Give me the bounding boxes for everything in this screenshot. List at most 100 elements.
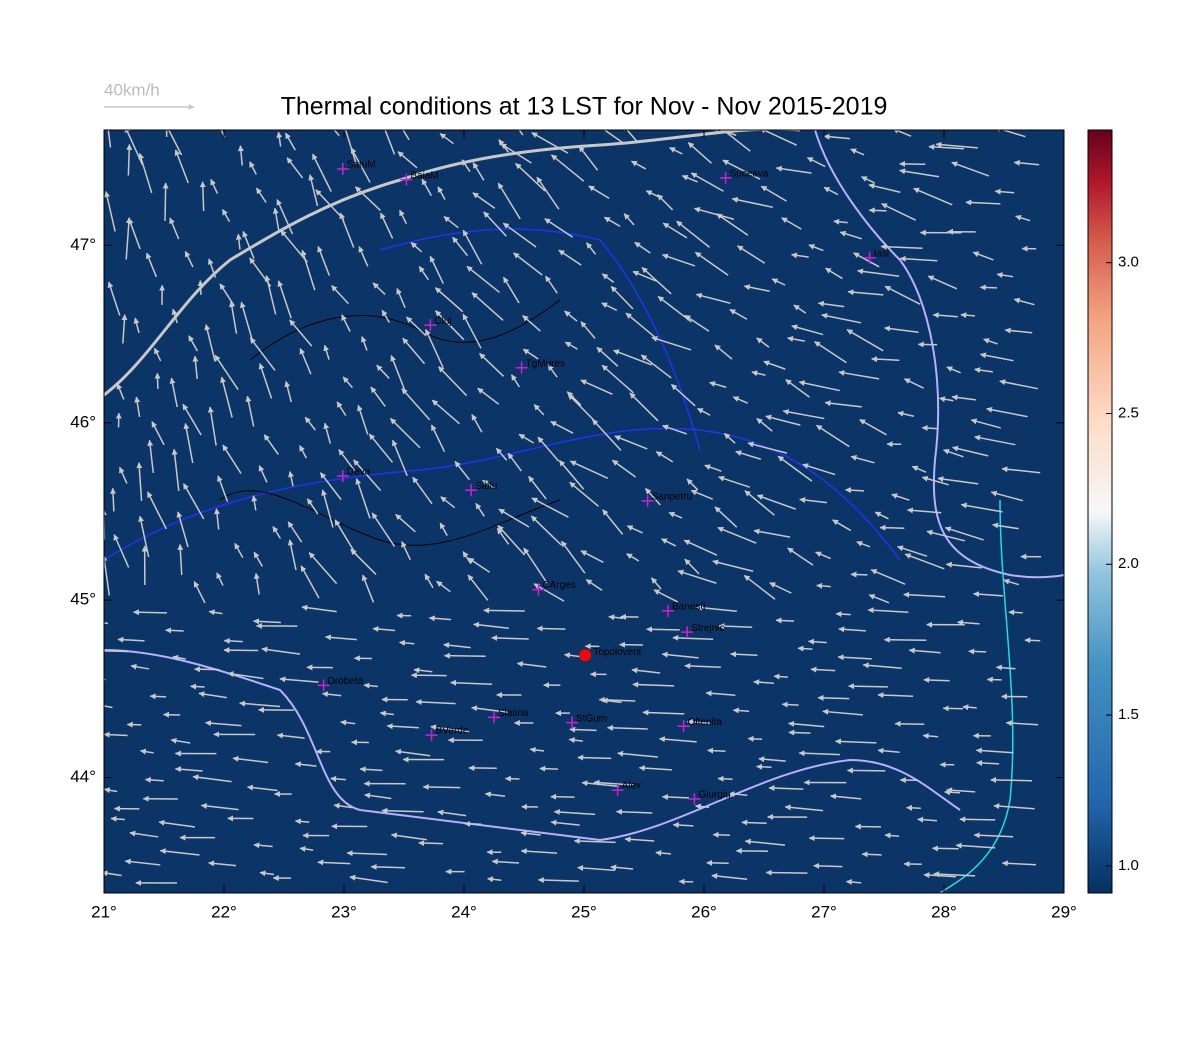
wind-arrow <box>438 366 468 397</box>
wind-arrow <box>880 243 923 250</box>
city-label: Iasi <box>874 248 890 259</box>
city-marker <box>662 604 674 617</box>
colorbar-tick-label: 3.0 <box>1118 254 1139 271</box>
city-marker <box>336 163 349 176</box>
city-marker <box>488 711 500 724</box>
wind-arrow <box>859 418 887 436</box>
wind-arrow <box>500 143 532 164</box>
wind-arrow <box>686 719 711 726</box>
wind-arrow <box>626 553 640 562</box>
wind-arrow <box>162 182 169 221</box>
wind-arrow <box>577 754 612 761</box>
wind-arrow <box>908 647 941 654</box>
wind-arrow <box>951 394 976 401</box>
border <box>104 130 800 397</box>
wind-arrow <box>732 396 748 404</box>
wind-arrow <box>104 787 118 794</box>
wind-arrow <box>823 186 839 196</box>
wind-arrow <box>471 292 504 321</box>
wind-arrow <box>429 255 444 284</box>
wind-arrow <box>684 314 710 332</box>
wind-arrow <box>473 621 510 630</box>
wind-arrow <box>771 278 786 286</box>
wind-arrow <box>999 379 1039 390</box>
wind-arrow <box>585 578 603 591</box>
wind-arrow <box>104 191 116 232</box>
wind-arrow <box>704 464 722 472</box>
wind-arrow <box>261 646 301 655</box>
wind-arrow <box>475 502 485 517</box>
x-tick-label: 25° <box>571 902 597 921</box>
wind-arrow <box>690 172 724 192</box>
wind-arrow <box>132 609 168 616</box>
wind-arrow <box>768 785 804 792</box>
wind-arrow <box>735 450 762 460</box>
wind-arrow <box>529 746 545 753</box>
wind-arrow <box>264 274 277 315</box>
wind-arrow <box>276 131 283 147</box>
wind-arrow <box>686 478 699 491</box>
wind-arrow <box>208 860 236 867</box>
wind-arrow <box>655 451 674 463</box>
wind-arrow <box>523 547 548 584</box>
wind-arrow <box>624 836 655 843</box>
border <box>104 649 961 842</box>
river <box>104 427 901 561</box>
wind-arrow <box>174 766 203 773</box>
wind-arrow <box>239 700 281 708</box>
wind-arrow <box>817 694 850 701</box>
wind-arrow <box>513 252 543 276</box>
wind-arrow <box>632 270 657 282</box>
wind-arrow <box>363 682 378 689</box>
city-marker <box>688 792 701 805</box>
wind-arrow <box>653 589 679 603</box>
wind-arrow <box>531 497 569 518</box>
city-label: StGum <box>576 713 607 724</box>
wind-arrow <box>299 347 312 375</box>
wind-arrow <box>434 310 465 341</box>
wind-arrow <box>333 130 340 137</box>
wind-arrow <box>188 335 199 352</box>
city-label: Giurgiu <box>698 790 730 801</box>
wind-arrow <box>189 683 205 690</box>
wind-arrow <box>333 802 353 809</box>
wind-arrow <box>104 870 122 877</box>
wind-arrow <box>239 301 254 343</box>
wind-arrow <box>220 130 226 138</box>
wind-arrow <box>110 815 125 822</box>
wind-arrow <box>439 132 455 145</box>
wind-arrow <box>153 347 162 362</box>
city-label: Sibiu <box>475 481 497 492</box>
wind-arrow <box>995 664 1016 671</box>
wind-arrow <box>723 432 736 444</box>
wind-arrow <box>484 791 506 798</box>
wind-arrow <box>353 459 382 491</box>
wind-arrow <box>381 309 391 323</box>
wind-arrow <box>848 683 888 690</box>
wind-arrow <box>1001 860 1037 867</box>
wind-arrow <box>258 362 273 399</box>
wind-arrow <box>138 152 153 194</box>
wind-arrow <box>683 539 718 556</box>
wind-arrow <box>358 246 369 267</box>
wind-arrow <box>856 540 871 548</box>
wind-arrow <box>994 130 1026 138</box>
wind-arrow <box>343 130 357 164</box>
wind-arrow <box>223 637 243 644</box>
x-tick-label: 27° <box>811 902 837 921</box>
wind-arrow <box>696 604 737 612</box>
wind-arrow <box>897 545 928 557</box>
wind-arrow <box>857 268 900 277</box>
wind-arrow <box>1015 214 1031 222</box>
wind-arrow <box>288 470 294 487</box>
wind-arrow <box>308 552 338 585</box>
wind-arrow <box>193 581 206 604</box>
wind-arrow <box>651 336 692 351</box>
city-label: Alex <box>622 781 641 792</box>
wind-arrow <box>253 551 263 567</box>
wind-arrow <box>376 364 390 379</box>
wind-arrow <box>816 582 831 589</box>
wind-arrow <box>330 775 346 782</box>
wind-arrow <box>251 495 258 511</box>
wind-arrow <box>174 149 189 184</box>
